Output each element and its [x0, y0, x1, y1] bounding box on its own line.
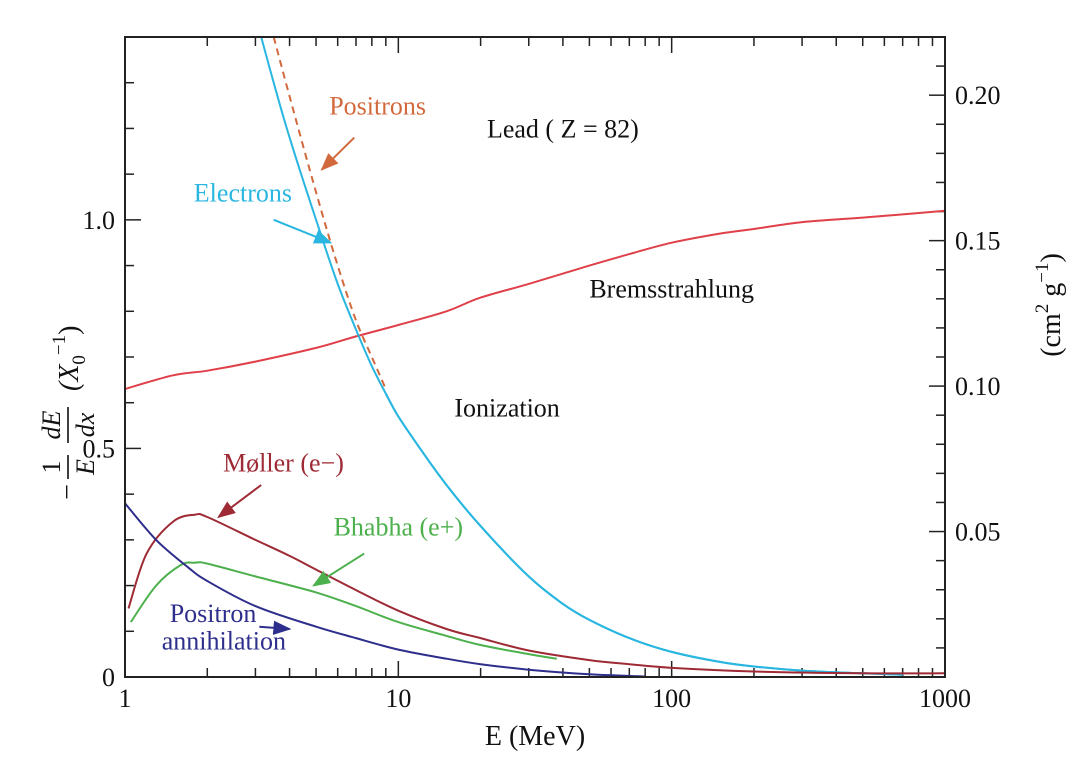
y-tick-label-left: 0: [102, 663, 115, 692]
annotation-electrons: Electrons: [194, 179, 292, 208]
annotation-arrow-m-ller-e: [217, 484, 262, 519]
series-line-bremsstrahlung: [124, 209, 946, 390]
series-line-ionization: [384, 393, 903, 676]
y-tick-label-right: 0.05: [955, 518, 1001, 547]
y-tick-label-left: 1.0: [83, 206, 116, 235]
y-label-frac1-num: 1: [37, 461, 66, 474]
y-label-right-t2: g: [1036, 283, 1067, 304]
plot-frame: [124, 36, 946, 678]
y-axis-label-right: (cm2 g−1): [1032, 253, 1067, 357]
x-tick-label: 100: [652, 684, 691, 713]
y-label-right: (cm2 g−1): [1032, 253, 1067, 357]
y-label-right-sup2: −1: [1032, 263, 1053, 283]
x-tick-label: 1: [119, 684, 132, 713]
y-label-frac1-den: E: [71, 459, 100, 476]
y-label-right-t3: ): [1036, 253, 1067, 262]
y-label-unit: (X0−1): [49, 326, 90, 391]
series-line-bhabha-e: [129, 561, 557, 660]
y-label-right-t1: (cm: [1036, 313, 1067, 357]
x-tick-label: 10: [385, 684, 411, 713]
tick-labels: 1 10 100 1000 0 0.5 1.0 0.05 0.10 0.15 0.20: [83, 81, 1001, 713]
y-label-unit-open: (X: [54, 364, 85, 391]
annotation-m-ller-e: Møller (e−): [223, 448, 344, 477]
y-label-frac2-den: dx: [71, 412, 100, 437]
annotation-arrow-positron: [259, 620, 292, 635]
annotation-layer: Positrons Electrons Lead ( Z = 82) Bremsstr…: [162, 92, 754, 656]
y-tick-label-right: 0.15: [955, 227, 1001, 256]
annotation-positrons: Positrons: [329, 92, 426, 121]
y-tick-label-right: 0.20: [955, 81, 1001, 110]
annotation-bhabha-e: Bhabha (e+): [334, 512, 463, 541]
x-axis-label: E (MeV): [485, 721, 585, 752]
y-label-unit-sub: 0: [69, 355, 90, 365]
annotation-arrow-electrons: [273, 218, 333, 244]
series-line-positron-annihilation: [124, 502, 646, 678]
annotation-lead-z-82: Lead ( Z = 82): [487, 115, 639, 144]
annotation-positron: Positron: [170, 599, 257, 628]
y-axis-label-left: − 1 E dE dx (X0−1): [37, 326, 100, 500]
y-tick-label-right: 0.10: [955, 372, 1001, 401]
annotation-arrow-bhabha-e: [312, 552, 365, 587]
y-label-unit-sup: −1: [49, 335, 70, 355]
y-label-minus: −: [52, 484, 83, 500]
series-line-m-ller-e: [127, 513, 946, 675]
y-label-frac2-num: dE: [37, 410, 66, 439]
series-line-positrons: [272, 36, 387, 390]
y-tick-label-left: 0.5: [83, 434, 116, 463]
annotation-arrow-positrons: [320, 136, 355, 171]
x-tick-label: 1000: [919, 684, 971, 713]
annotation-ionization: Ionization: [454, 393, 559, 422]
annotation-bremsstrahlung: Bremsstrahlung: [589, 275, 754, 304]
y-label-right-sup1: 2: [1032, 304, 1053, 314]
annotation-annihilation: annihilation: [162, 627, 286, 656]
y-label-unit-close: ): [54, 326, 85, 335]
